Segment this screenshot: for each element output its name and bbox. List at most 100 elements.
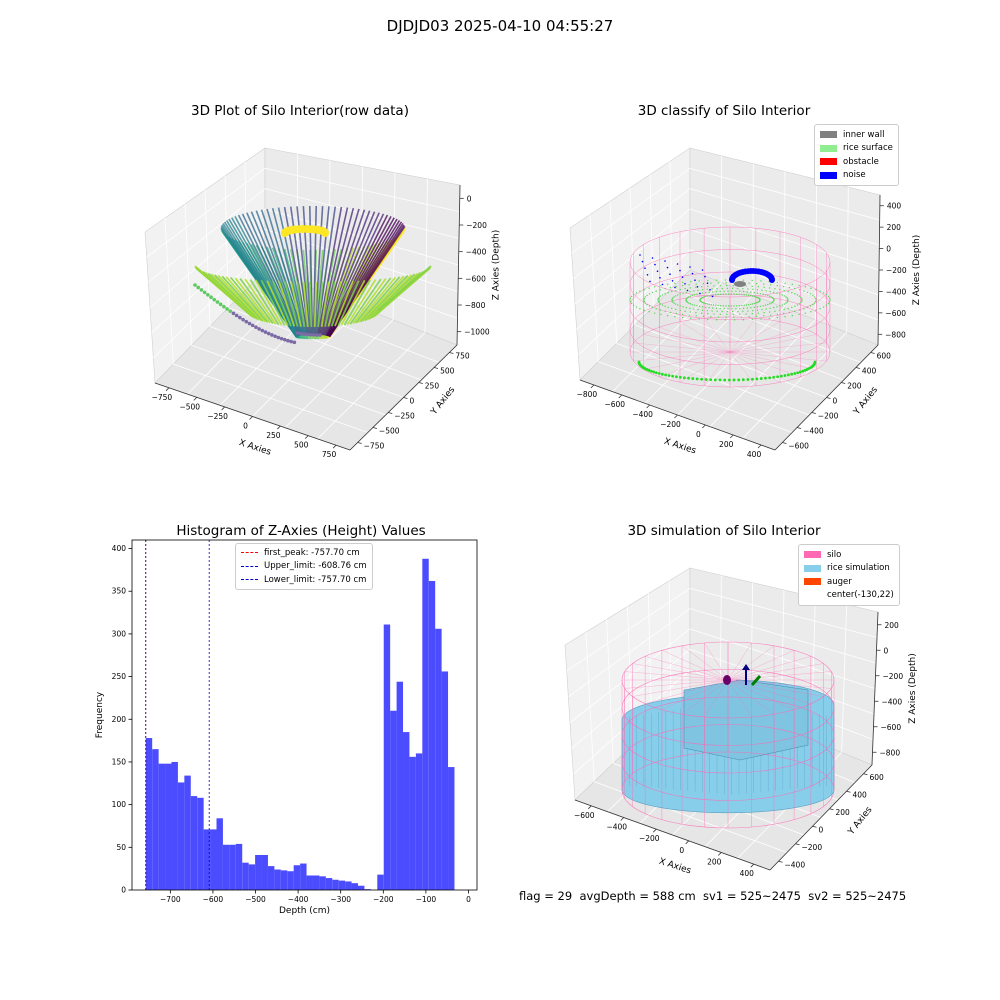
noise-point (295, 331, 300, 335)
surface-point (742, 319, 745, 321)
simulation-plot-title: 3D simulation of Silo Interior (627, 523, 821, 539)
surface-point (717, 293, 719, 296)
silo-spoke (729, 351, 781, 383)
surface-point (695, 311, 697, 314)
surface-point (742, 310, 744, 313)
noise-point (286, 338, 290, 343)
noise-point (282, 337, 287, 342)
surface-point (698, 318, 700, 320)
surface-point (731, 290, 733, 292)
grid-line (264, 167, 460, 213)
surface-point (649, 369, 653, 373)
surface-point (715, 290, 718, 293)
surface-point (725, 316, 727, 318)
surface-point (674, 295, 677, 297)
surface-point (759, 377, 763, 380)
rim-streak (217, 274, 262, 322)
surface-point (814, 297, 817, 300)
surface-point (812, 294, 814, 297)
y-axis-line (769, 764, 873, 871)
surface-point (717, 282, 720, 284)
surface-point (739, 307, 741, 310)
surface-point (746, 378, 750, 381)
y-tick-label: 300 (112, 629, 127, 638)
x-tick (646, 404, 650, 409)
surface-point (741, 304, 743, 307)
y-tick-label: 0 (410, 397, 415, 406)
obstacle-point (281, 229, 289, 237)
histogram-bar (428, 580, 436, 890)
surface-point (738, 293, 740, 295)
surface-point (752, 288, 754, 291)
surface-point (772, 291, 775, 294)
surface-point (707, 312, 709, 315)
surface-point (629, 299, 631, 301)
y-tick-label: 150 (112, 757, 127, 766)
z-tick-label: −400 (886, 287, 907, 296)
rim-streak (340, 279, 366, 326)
silo-spoke (703, 318, 731, 353)
surface-point (723, 290, 725, 292)
noise-point (238, 315, 242, 320)
rim-streak (317, 281, 324, 328)
grid-line (566, 588, 691, 672)
noise-point (206, 293, 210, 297)
surface-point (743, 294, 745, 296)
surface-point (788, 286, 791, 289)
rim-streak (296, 281, 306, 327)
surface-point (643, 309, 645, 311)
surface-point (769, 307, 771, 310)
surface-point (707, 285, 709, 288)
surface-point (726, 310, 729, 313)
histogram-bar (145, 738, 153, 890)
x-tick (674, 414, 678, 419)
noise-point (696, 286, 699, 288)
surface-point (655, 308, 657, 310)
silo-spoke (727, 642, 752, 681)
noise-point (202, 290, 207, 295)
surface-point (793, 372, 797, 375)
surface-point (825, 293, 828, 296)
surface-point (720, 293, 722, 295)
surface-point (677, 294, 679, 296)
y-tick (388, 412, 393, 414)
surface-point (755, 315, 758, 318)
surface-point (809, 293, 812, 295)
x-tick (652, 828, 657, 833)
surface-point (750, 303, 752, 306)
legend-item-obstacle: obstacle (820, 155, 893, 169)
histogram-bar (280, 870, 288, 890)
surface-point (781, 304, 783, 306)
surface-point (630, 302, 633, 305)
surface-point (715, 279, 718, 281)
z-tick-label: 0 (886, 245, 891, 254)
surface-point (711, 310, 713, 312)
surface-point (689, 307, 691, 310)
noise-point (222, 304, 226, 309)
surface-point (722, 305, 725, 307)
x-tick-label: 0 (696, 430, 701, 439)
histogram-bar (274, 869, 281, 890)
bowl-streak (237, 214, 301, 337)
histogram-bar (364, 889, 371, 890)
rim-streak (214, 274, 260, 321)
silo-spoke (729, 327, 801, 353)
noise-point (646, 274, 649, 276)
legend-swatch (820, 158, 837, 166)
noise-point (276, 335, 281, 340)
surface-point (753, 302, 755, 305)
noise-point (260, 328, 265, 333)
rim-streak (210, 273, 258, 320)
surface-point (752, 309, 754, 312)
surface-point (682, 292, 684, 294)
surface-point (787, 307, 789, 310)
surface-point (770, 314, 772, 316)
surface-point (787, 298, 789, 300)
x-tick-label: −800 (577, 390, 598, 399)
surface-point (756, 289, 759, 291)
surface-point (785, 302, 787, 304)
surface-point (750, 294, 752, 297)
noise-point (263, 330, 268, 334)
surface-point (695, 286, 697, 289)
surface-point (768, 376, 772, 380)
